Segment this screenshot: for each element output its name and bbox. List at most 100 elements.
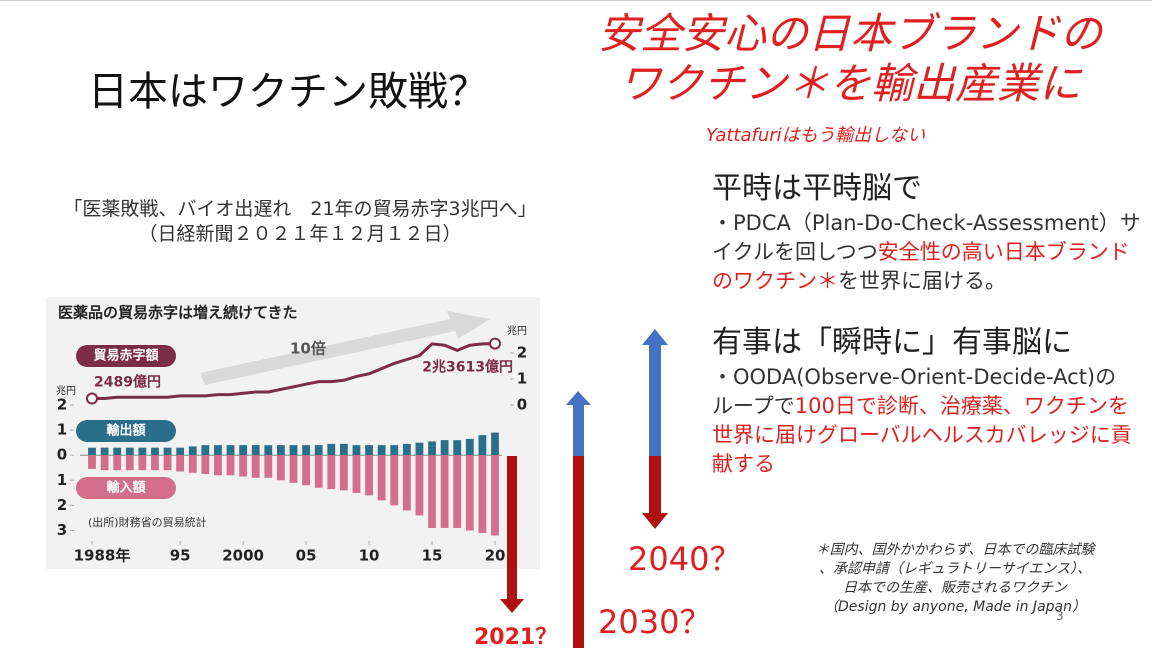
arrow xyxy=(500,599,524,613)
bar xyxy=(113,447,122,456)
x-tick-label: 95 xyxy=(170,547,191,565)
quote: 「医薬敗戦、バイオ出遅れ 21年の貿易赤字3兆円へ」 （日経新聞２０２１年１２月… xyxy=(10,197,590,247)
arrow xyxy=(649,456,661,516)
text-segment: 100日で診断、治療薬、ワクチンを世界に届けグローバルヘルスカバレッジに貢献する xyxy=(712,394,1132,476)
growth-arrow xyxy=(200,311,490,385)
point xyxy=(489,337,501,350)
bar xyxy=(314,445,323,456)
bar xyxy=(289,455,298,483)
bar xyxy=(453,455,462,528)
bar xyxy=(88,447,96,456)
bar xyxy=(478,455,487,533)
footnote-line: 日本での生産、販売されるワクチン xyxy=(843,580,1067,596)
bar xyxy=(264,445,273,456)
bar xyxy=(390,455,399,506)
bar xyxy=(491,432,499,456)
bar xyxy=(478,435,487,456)
body: ・PDCA（Plan-Do-Check-Assessment）サイクルを回しつつ… xyxy=(712,209,1142,296)
legend-pill xyxy=(76,420,176,442)
bar xyxy=(365,445,373,456)
x-tick-label: 15 xyxy=(422,547,443,565)
heading: 有事は「瞬時に」有事脳に xyxy=(712,325,1072,360)
arrow xyxy=(642,513,668,529)
bar xyxy=(100,447,109,456)
bar xyxy=(277,445,285,456)
bar xyxy=(277,455,285,481)
bar xyxy=(314,455,323,488)
bar xyxy=(188,455,197,473)
legend-pill xyxy=(76,345,176,367)
text-segment: を世界に届ける。 xyxy=(838,269,1006,293)
arrow xyxy=(573,403,584,456)
footnote: ＊国内、国外かかわらず、日本での臨床試験 、承認申請（レギュラトリーサイエンス）… xyxy=(770,541,1140,617)
y2-tick-label: 2 xyxy=(517,344,527,362)
arrow xyxy=(649,343,661,456)
bar xyxy=(491,455,499,536)
arrow xyxy=(507,456,517,601)
footnote-line: ＊国内、国外かかわらず、日本での臨床試験 xyxy=(815,542,1095,558)
bar xyxy=(365,455,373,496)
bar xyxy=(201,445,210,456)
bar xyxy=(176,447,185,456)
bar xyxy=(465,455,474,531)
bar xyxy=(415,455,424,516)
arrow xyxy=(642,329,668,345)
bar xyxy=(264,455,273,478)
arrow-label: 2021？ xyxy=(474,625,558,648)
x-tick-label: 2000 xyxy=(222,547,264,565)
body: ・OODA(Observe-Orient-Decide-Act)のループで100… xyxy=(712,363,1132,479)
bar xyxy=(327,455,336,490)
text-segment: ・PDCA（Plan-Do-Check-Assessment）サイクルを回しつつ xyxy=(712,211,1141,264)
bar xyxy=(88,455,96,469)
bar xyxy=(428,455,436,528)
point xyxy=(86,392,98,405)
bar xyxy=(214,445,222,456)
headline: 安全安心の日本ブランドの ワクチン＊を輸出産業に xyxy=(560,9,1140,109)
bar xyxy=(440,440,449,456)
bar xyxy=(138,455,147,471)
footnote-line: （Design by anyone, Made in Japan） xyxy=(824,599,1086,615)
source: (出所)財務省の貿易統計 xyxy=(88,515,207,529)
bar xyxy=(377,445,386,456)
bar xyxy=(125,455,134,471)
y2-unit: 兆円 xyxy=(507,325,527,337)
bar xyxy=(402,455,411,511)
bar xyxy=(251,445,260,456)
bar xyxy=(176,455,185,472)
bar xyxy=(226,445,235,456)
bar xyxy=(465,438,474,456)
heading: 平時は平時脳で xyxy=(712,171,922,206)
x-tick-label: 10 xyxy=(359,547,380,565)
legend-label: 輸出額 xyxy=(106,423,145,439)
bar xyxy=(239,445,248,456)
bar xyxy=(251,455,260,478)
legend-pill xyxy=(76,477,176,499)
bar xyxy=(163,447,172,456)
bar xyxy=(214,455,222,476)
bar xyxy=(100,455,109,471)
y-tick-label: 1 xyxy=(57,471,67,489)
bar xyxy=(352,445,361,456)
bar xyxy=(151,447,159,456)
bar xyxy=(188,446,197,456)
bar xyxy=(390,445,399,456)
quote-line: 「医薬敗戦、バイオ出遅れ 21年の貿易赤字3兆円へ」 xyxy=(63,198,537,220)
bar xyxy=(352,455,361,493)
legend-label: 貿易赤字額 xyxy=(93,348,158,364)
chart-title: 医薬品の貿易赤字は増え続けてきた xyxy=(58,304,298,322)
quote-line: （日経新聞２０２１年１２月１２日） xyxy=(138,223,462,245)
bar xyxy=(125,447,134,456)
y2-tick-label: 1 xyxy=(517,370,527,388)
bar xyxy=(226,455,235,476)
y-tick-label: 3 xyxy=(57,521,67,539)
bar xyxy=(339,443,348,456)
value-label: 2兆3613億円 xyxy=(422,359,513,376)
headline-note: Yattafuriはもう輸出しない xyxy=(706,125,926,146)
headline-line: 安全安心の日本ブランドの xyxy=(597,9,1102,58)
y-tick-label: 1 xyxy=(57,421,67,439)
y-tick-label: 2 xyxy=(57,396,67,414)
bar xyxy=(402,443,411,456)
bar xyxy=(453,440,462,456)
bar xyxy=(327,443,336,456)
